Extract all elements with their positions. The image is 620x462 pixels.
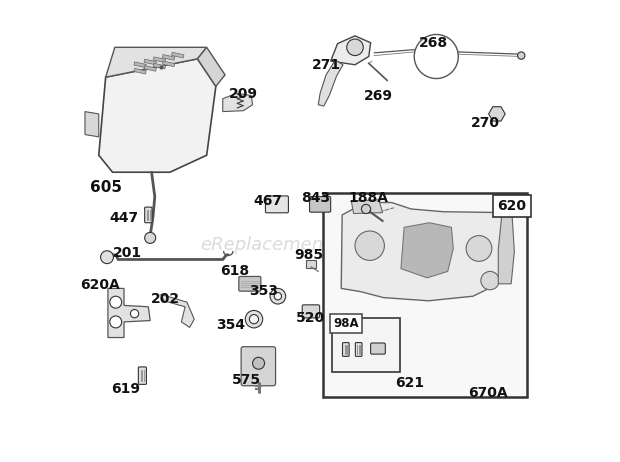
Polygon shape xyxy=(108,288,150,338)
Text: 620: 620 xyxy=(498,199,526,213)
Polygon shape xyxy=(498,213,515,284)
Polygon shape xyxy=(85,112,99,137)
Circle shape xyxy=(347,39,363,55)
Text: 447: 447 xyxy=(110,211,139,225)
Polygon shape xyxy=(161,294,194,328)
Circle shape xyxy=(100,251,113,264)
FancyBboxPatch shape xyxy=(302,305,320,318)
Text: 269: 269 xyxy=(363,90,392,103)
FancyBboxPatch shape xyxy=(241,346,275,386)
Circle shape xyxy=(246,310,263,328)
FancyBboxPatch shape xyxy=(265,196,288,213)
Circle shape xyxy=(361,204,371,213)
Polygon shape xyxy=(172,52,184,58)
Text: 843: 843 xyxy=(301,191,330,205)
Text: 209: 209 xyxy=(229,87,258,101)
Polygon shape xyxy=(144,66,156,71)
Text: 98A: 98A xyxy=(333,317,358,330)
Text: 467: 467 xyxy=(253,194,282,208)
Text: 985: 985 xyxy=(294,248,324,262)
Text: 619: 619 xyxy=(111,383,140,396)
Circle shape xyxy=(518,52,525,59)
Text: 353: 353 xyxy=(249,284,278,298)
Text: 354: 354 xyxy=(216,318,246,332)
Polygon shape xyxy=(489,107,505,121)
Circle shape xyxy=(466,236,492,261)
Polygon shape xyxy=(223,93,252,112)
Polygon shape xyxy=(153,57,166,62)
Polygon shape xyxy=(134,62,146,67)
FancyBboxPatch shape xyxy=(323,193,527,397)
FancyBboxPatch shape xyxy=(239,276,261,291)
FancyBboxPatch shape xyxy=(355,343,362,356)
Circle shape xyxy=(110,316,122,328)
Text: 520: 520 xyxy=(296,311,326,325)
Polygon shape xyxy=(162,61,175,67)
Text: 618: 618 xyxy=(219,264,249,278)
FancyBboxPatch shape xyxy=(342,343,349,356)
Text: 575: 575 xyxy=(232,373,261,387)
Polygon shape xyxy=(134,68,146,74)
FancyBboxPatch shape xyxy=(144,207,152,223)
Text: 621: 621 xyxy=(396,377,425,390)
Polygon shape xyxy=(330,36,371,65)
Text: 271: 271 xyxy=(311,58,340,72)
FancyBboxPatch shape xyxy=(138,367,146,384)
Text: 605: 605 xyxy=(90,180,122,195)
Circle shape xyxy=(252,357,265,369)
Text: eReplacementParts.com: eReplacementParts.com xyxy=(200,236,420,254)
Polygon shape xyxy=(153,63,166,69)
Polygon shape xyxy=(306,260,316,268)
Circle shape xyxy=(249,315,259,324)
Circle shape xyxy=(110,296,122,308)
Polygon shape xyxy=(198,47,225,86)
Polygon shape xyxy=(352,200,383,213)
Polygon shape xyxy=(99,59,216,172)
Text: 188A: 188A xyxy=(349,191,389,205)
Polygon shape xyxy=(144,59,156,65)
Circle shape xyxy=(481,271,499,290)
Polygon shape xyxy=(105,47,206,77)
Text: 670A: 670A xyxy=(468,386,508,400)
FancyBboxPatch shape xyxy=(309,196,330,212)
Text: 202: 202 xyxy=(151,292,180,306)
FancyBboxPatch shape xyxy=(371,343,385,354)
Text: 620A: 620A xyxy=(80,278,120,292)
Circle shape xyxy=(144,232,156,243)
Circle shape xyxy=(355,231,384,261)
Text: 201: 201 xyxy=(113,246,142,260)
Circle shape xyxy=(274,292,281,300)
FancyBboxPatch shape xyxy=(332,318,400,372)
Polygon shape xyxy=(401,223,453,278)
Text: 268: 268 xyxy=(418,36,448,50)
Polygon shape xyxy=(162,55,175,60)
Circle shape xyxy=(414,236,449,270)
Polygon shape xyxy=(341,202,511,301)
Polygon shape xyxy=(318,60,343,106)
Circle shape xyxy=(130,310,139,318)
Text: 270: 270 xyxy=(471,116,500,130)
Circle shape xyxy=(270,288,286,304)
